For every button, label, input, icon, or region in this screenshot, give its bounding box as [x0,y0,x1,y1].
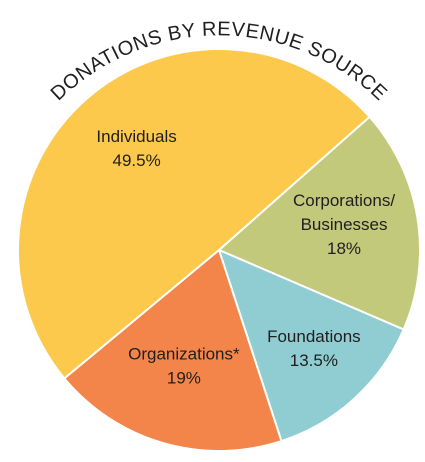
value-label: 13.5% [290,351,338,370]
value-label: 49.5% [112,151,160,170]
slice-label: Foundations [267,327,361,346]
value-label: 18% [327,239,361,258]
label-line: Businesses [301,215,388,234]
slice-label: Corporations/Businesses [293,191,395,234]
value-label: 19% [167,369,201,388]
slice [217,248,405,443]
slice [17,48,371,380]
slice [217,115,421,331]
label-line: Corporations/ [293,191,395,210]
labels: Corporations/Businesses 18% Foundations 13.… [96,127,395,388]
slice [62,248,283,452]
pie [17,48,421,452]
slice-label: Organizations* [128,345,240,364]
slice-label: Individuals [96,127,176,146]
